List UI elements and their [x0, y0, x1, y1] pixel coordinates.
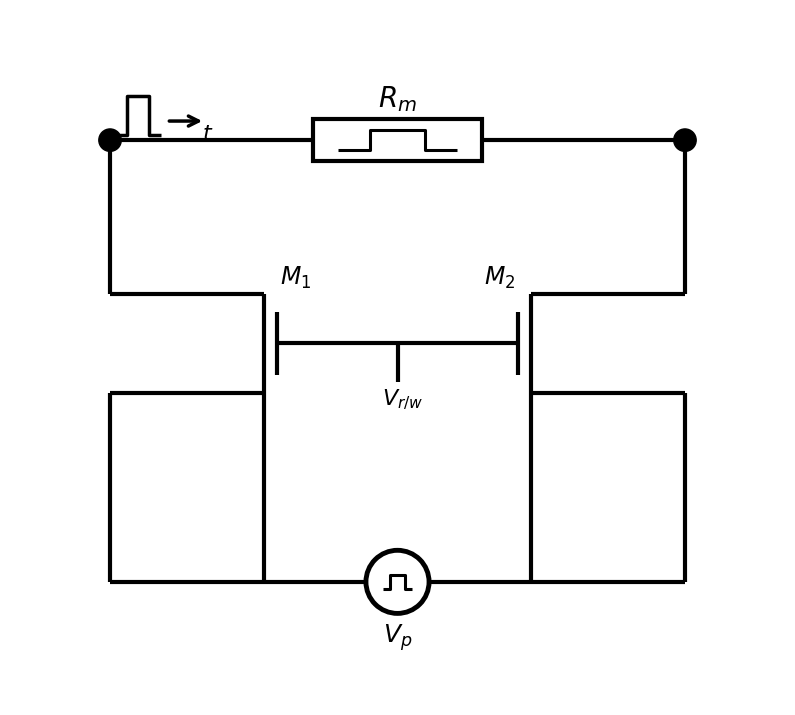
Text: $M_1$: $M_1$ [280, 265, 311, 291]
Circle shape [99, 129, 122, 152]
Text: $V_p$: $V_p$ [383, 622, 412, 653]
Text: $V_{r/w}$: $V_{r/w}$ [382, 388, 424, 412]
Text: $t$: $t$ [202, 124, 213, 144]
Circle shape [366, 551, 429, 613]
Text: $R_m$: $R_m$ [378, 84, 417, 114]
Text: $M_2$: $M_2$ [484, 265, 515, 291]
Circle shape [673, 129, 696, 152]
Bar [313, 119, 482, 161]
